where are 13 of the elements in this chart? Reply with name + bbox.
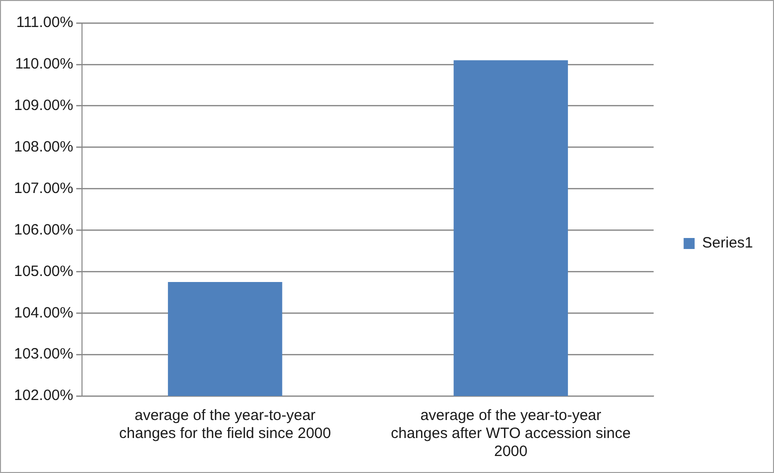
x-tick-label: average of the year-to-year changes for the field since 2000	[119, 407, 331, 442]
y-tick-label: 104.00%	[14, 304, 74, 322]
legend-label: Series1	[702, 234, 753, 252]
x-tick-label: average of the year-to-year changes after WTO accession since 2000	[390, 407, 631, 460]
y-tick-label: 108.00%	[14, 138, 74, 156]
y-tick-label: 111.00%	[16, 14, 74, 32]
y-tick-label: 103.00%	[14, 346, 74, 363]
y-tick-label: 109.00%	[14, 97, 74, 114]
y-tick-label: 106.00%	[14, 221, 74, 238]
y-tick-label: 102.00%	[14, 387, 74, 404]
y-tick-label: 110.00%	[15, 56, 74, 73]
y-tick-label: 107.00%	[14, 180, 74, 197]
y-tick-label: 105.00%	[14, 262, 74, 280]
